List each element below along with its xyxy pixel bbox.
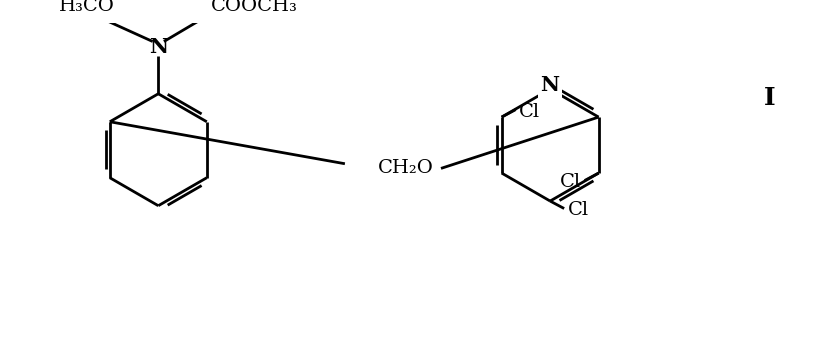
Text: Cl: Cl <box>567 202 589 219</box>
Text: CH₂O: CH₂O <box>377 159 434 177</box>
Text: H₃CO: H₃CO <box>59 0 114 15</box>
Text: I: I <box>763 86 776 110</box>
Text: Cl: Cl <box>519 103 540 121</box>
Text: N: N <box>149 37 168 57</box>
Text: N: N <box>540 75 560 95</box>
Text: Cl: Cl <box>560 173 582 191</box>
Text: COOCH₃: COOCH₃ <box>211 0 298 15</box>
